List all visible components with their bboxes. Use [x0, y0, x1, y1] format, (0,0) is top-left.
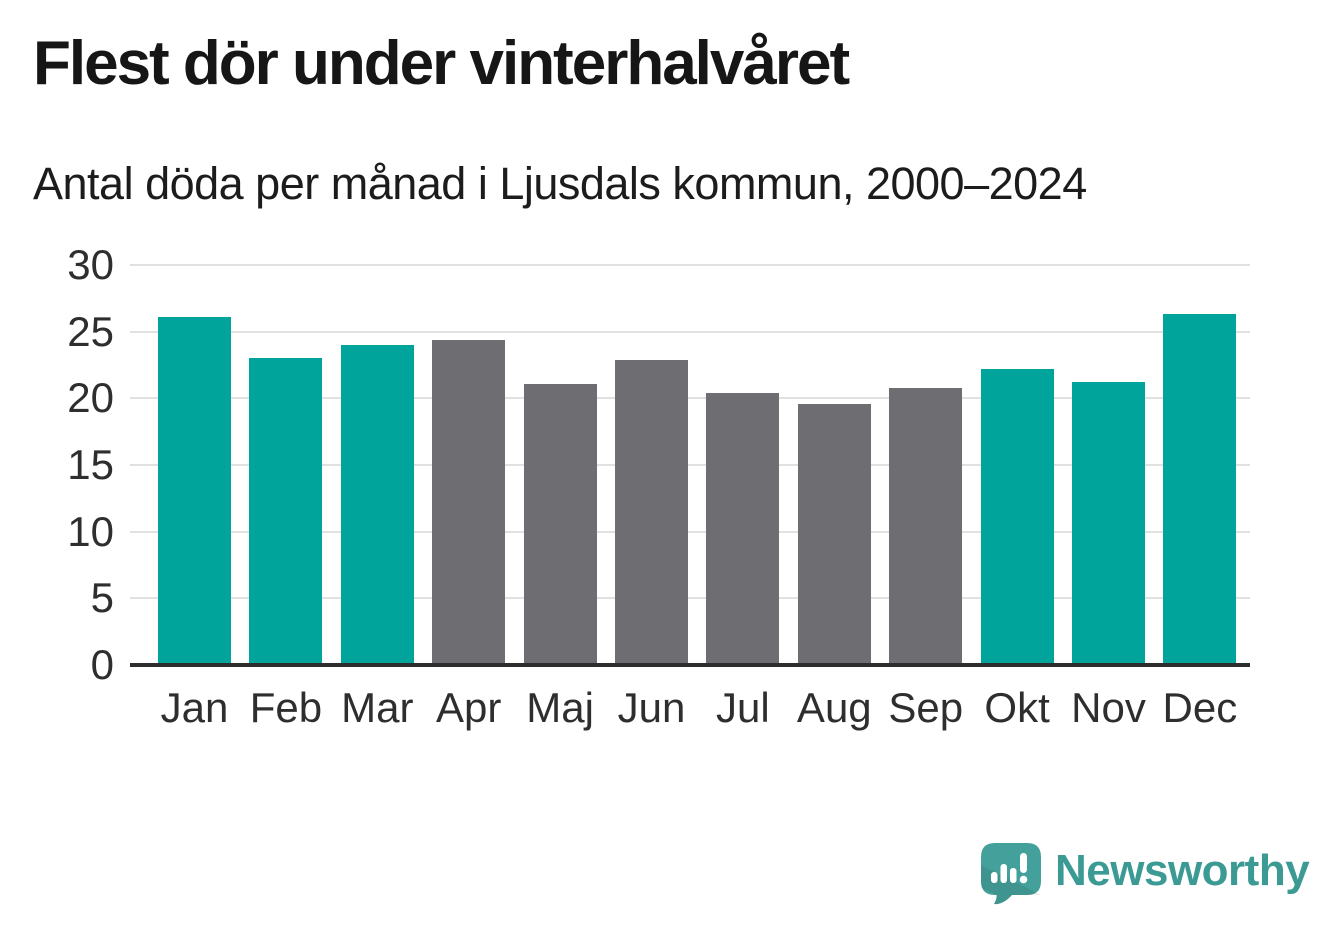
bar-dec: [1163, 314, 1237, 665]
brand-name: Newsworthy: [1055, 846, 1310, 895]
y-tick-label-20: 20: [67, 374, 114, 422]
y-tick-label-5: 5: [90, 574, 114, 622]
newsworthy-speech-bubble-chart-icon: [981, 843, 1041, 905]
gridline-5: [130, 597, 1250, 600]
x-tick-label-maj: Maj: [526, 684, 594, 731]
bar-nov: [1072, 382, 1145, 665]
gridline-15: [130, 464, 1250, 466]
x-tick-label-apr: Apr: [436, 684, 502, 731]
x-tick-label-sep: Sep: [888, 684, 964, 731]
bar-sep: [889, 387, 963, 665]
bar-mar: [340, 345, 414, 665]
gridline-10: [130, 530, 1250, 533]
x-tick-label-okt: Okt: [984, 684, 1050, 731]
x-axis-line: [130, 663, 1250, 667]
gridline-30: [130, 264, 1250, 266]
x-tick-label-jul: Jul: [716, 684, 770, 731]
chart-subtitle: Antal döda per månad i Ljusdals kommun, …: [33, 158, 1087, 209]
bar-jan: [158, 317, 231, 665]
bar-jun: [615, 359, 688, 665]
bar-feb: [249, 358, 323, 665]
bar-aug: [797, 403, 871, 665]
x-tick-label-aug: Aug: [796, 684, 872, 731]
y-tick-label-10: 10: [67, 507, 114, 555]
x-tick-label-dec: Dec: [1162, 684, 1238, 731]
plot-area: 0 5 10 15 20 25 30 Jan Feb Mar Apr Maj Jun Jul Aug Sep O…: [67, 244, 1250, 729]
gridline-20: [130, 397, 1250, 400]
bar-maj: [523, 383, 597, 665]
bar-okt: [980, 369, 1054, 665]
chart-title: Flest dör under vinterhalvåret: [33, 29, 850, 98]
x-tick-label-feb: Feb: [249, 684, 323, 731]
x-tick-label-nov: Nov: [1071, 684, 1146, 731]
y-tick-label-15: 15: [67, 441, 114, 488]
bar-apr: [432, 339, 506, 665]
y-tick-label-25: 25: [67, 307, 114, 355]
x-tick-label-mar: Mar: [341, 684, 414, 731]
y-tick-label-30: 30: [67, 241, 114, 288]
x-tick-label-jan: Jan: [160, 684, 229, 731]
x-tick-label-jun: Jun: [617, 684, 686, 731]
newsworthy-logo: Newsworthy: [981, 843, 1310, 909]
gridline-25: [130, 330, 1250, 333]
bar-jul: [706, 393, 780, 665]
y-tick-label-0: 0: [90, 641, 114, 688]
